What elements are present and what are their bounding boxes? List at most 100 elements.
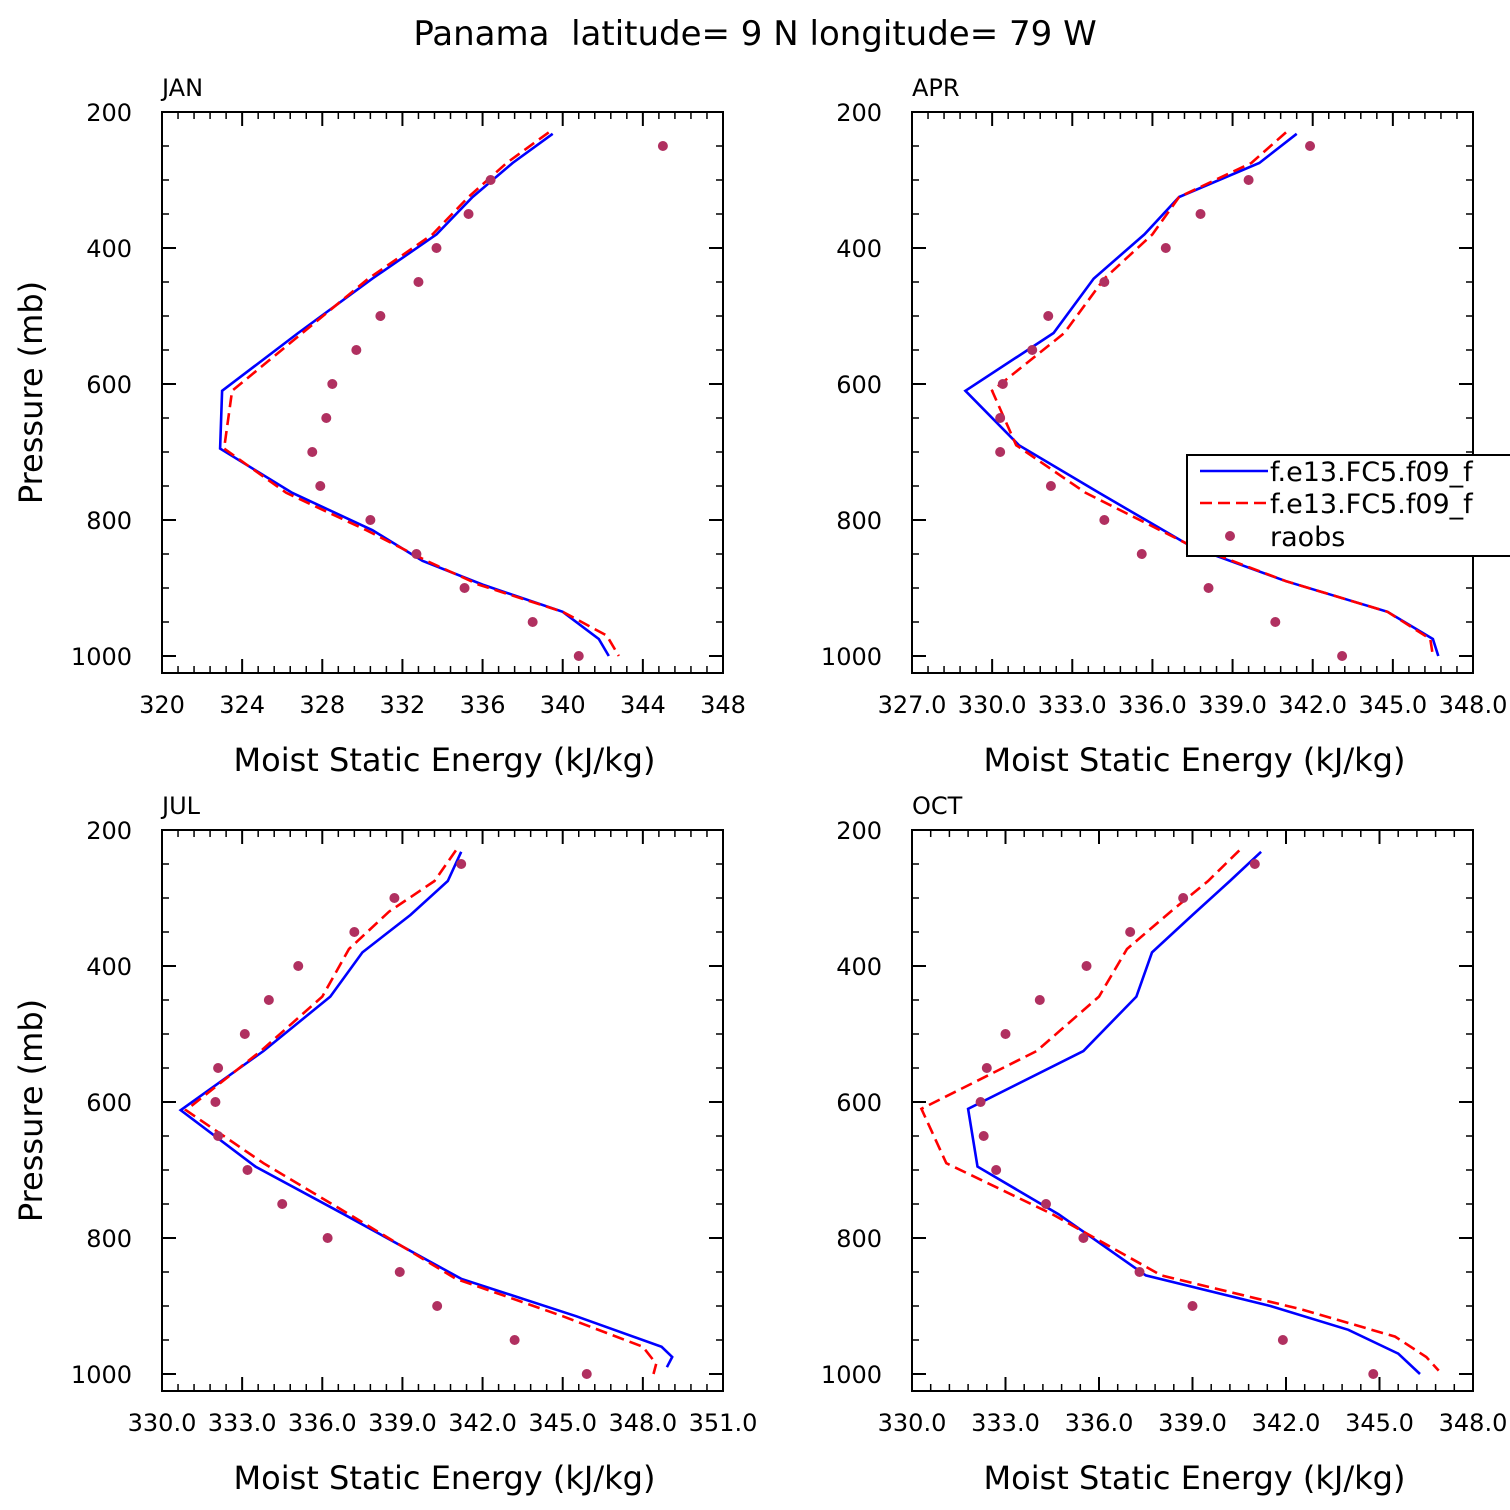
raobs-point [1136,549,1147,559]
panel-jul: 330.0 333.0 336.0 339.0 342.0 345.0 348.0 351.0… [12,792,757,1497]
raobs-point [485,175,496,185]
x-tick-label: 342.0 [1278,691,1347,719]
x-tick-label: 330.0 [958,691,1027,719]
y-tick-label: 800 [836,507,882,535]
raobs-point [321,413,332,423]
y-axis-label: Pressure (mb) [12,999,50,1222]
data-layer [178,849,674,1379]
raobs-point [991,1165,1002,1175]
legend-raobs-swatch [1225,531,1235,541]
raobs-point [1027,345,1038,355]
x-tick-label: 332 [380,691,426,719]
raobs-point [1270,617,1281,627]
y-tick-label: 400 [86,953,132,981]
y-tick-label: 800 [86,507,132,535]
x-tick-label: 348 [700,691,746,719]
panel-label: JUL [160,792,201,820]
x-tick-label: 333.0 [971,1409,1040,1437]
panel-label: APR [912,74,960,102]
x-tick-label: 333.0 [1038,691,1107,719]
x-tick-label: 345.0 [1358,691,1427,719]
x-tick-label: 345.0 [1345,1409,1414,1437]
raobs-point [213,1063,224,1073]
x-axis-label: Moist Static Energy (kJ/kg) [984,1459,1406,1497]
raobs-point [293,961,304,971]
model-1-line [218,132,610,657]
y-tick-label: 200 [836,99,882,127]
legend-model-2-label: f.e13.FC5.f09_f [1270,489,1474,520]
raobs-point [210,1097,221,1107]
model-2-line [222,131,620,657]
x-tick-label: 339.0 [1198,691,1267,719]
y-tick-label: 1000 [821,1361,882,1389]
raobs-point [239,1029,250,1039]
raobs-point [1160,243,1171,253]
x-axis-label: Moist Static Energy (kJ/kg) [234,741,656,779]
raobs-point [1045,481,1056,491]
raobs-point [394,1267,405,1277]
x-tick-label: 348.0 [608,1409,677,1437]
y-tick-label: 1000 [71,1361,132,1389]
y-tick-label: 200 [836,817,882,845]
raobs-point [322,1233,333,1243]
raobs-point [411,549,422,559]
x-tick-label: 342.0 [1252,1409,1321,1437]
x-axis-label: Moist Static Energy (kJ/kg) [984,741,1406,779]
model-1-line [966,850,1421,1375]
raobs-point [1243,175,1254,185]
model-1-line [178,851,674,1368]
raobs-point [1000,1029,1011,1039]
raobs-point [1041,1199,1052,1209]
y-axis-label: Pressure (mb) [12,281,50,504]
y-tick-label: 200 [86,817,132,845]
raobs-point [1125,927,1136,937]
y-tick-label: 600 [86,371,132,399]
data-layer [218,131,668,661]
raobs-point [657,141,668,151]
raobs-point [432,1301,443,1311]
axes-frame [161,829,724,1392]
y-tick-label: 600 [836,1089,882,1117]
model-2-line [919,849,1440,1372]
panel-oct: 330.0 333.0 336.0 339.0 342.0 345.0 348.0 200 40… [821,792,1507,1497]
raobs-point [1305,141,1316,151]
x-tick-label: 320 [139,691,185,719]
y-tick-label: 400 [836,953,882,981]
x-tick-label: 339.0 [1158,1409,1227,1437]
x-axis-label: Moist Static Energy (kJ/kg) [234,1459,656,1497]
x-tick-label: 336.0 [1065,1409,1134,1437]
x-tick-label: 324 [219,691,265,719]
raobs-point [527,617,538,627]
raobs-point [375,311,386,321]
x-tick-label: 330.0 [128,1409,197,1437]
x-tick-label: 348.0 [1439,691,1508,719]
x-tick-label: 351.0 [689,1409,758,1437]
raobs-point [1203,583,1214,593]
raobs-point [581,1369,592,1379]
raobs-point [981,1063,992,1073]
raobs-point [349,927,360,937]
raobs-point [1195,209,1206,219]
legend-model-1-label: f.e13.FC5.f09_f [1270,457,1474,488]
raobs-point [413,277,424,287]
raobs-point [277,1199,288,1209]
raobs-point [573,651,584,661]
raobs-point [389,893,400,903]
y-tick-label: 600 [86,1089,132,1117]
x-tick-label: 333.0 [208,1409,277,1437]
x-tick-label: 339.0 [368,1409,437,1437]
raobs-point [263,995,274,1005]
panel-apr: 327.0 330.0 333.0 336.0 339.0 342.0 345.0 348.0… [821,74,1507,779]
raobs-point [242,1165,253,1175]
y-tick-label: 1000 [821,643,882,671]
x-tick-label: 344 [620,691,666,719]
raobs-point [431,243,442,253]
raobs-point [351,345,362,355]
x-tick-label: 345.0 [528,1409,597,1437]
data-layer [963,131,1440,661]
x-tick-label: 336.0 [1118,691,1187,719]
raobs-point [1081,961,1092,971]
raobs-point [1099,515,1110,525]
figure-title: Panama latitude= 9 N longitude= 79 W [413,14,1096,54]
raobs-point [456,859,467,869]
